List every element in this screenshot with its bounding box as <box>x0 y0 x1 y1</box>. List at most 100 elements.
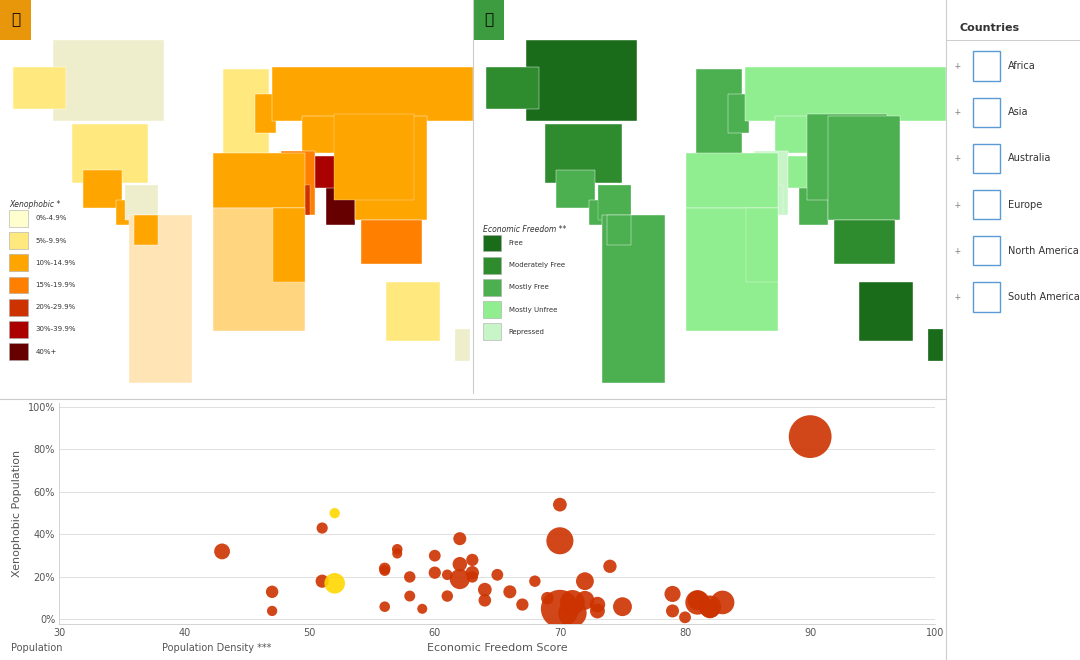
Polygon shape <box>281 160 289 173</box>
Point <box>376 601 393 612</box>
Polygon shape <box>745 67 946 121</box>
FancyBboxPatch shape <box>10 254 28 271</box>
Point <box>501 587 518 597</box>
Polygon shape <box>728 94 750 133</box>
Text: 15%-19.9%: 15%-19.9% <box>36 282 76 288</box>
Point <box>476 584 494 595</box>
Point <box>438 591 456 601</box>
Point <box>701 603 718 614</box>
FancyBboxPatch shape <box>973 190 1000 219</box>
Polygon shape <box>765 185 783 215</box>
FancyBboxPatch shape <box>10 232 28 249</box>
Polygon shape <box>302 116 368 153</box>
Polygon shape <box>486 67 539 109</box>
Text: Moderately Free: Moderately Free <box>509 262 565 268</box>
Point <box>463 572 481 582</box>
Point <box>463 568 481 578</box>
Polygon shape <box>788 156 808 187</box>
Polygon shape <box>828 116 900 220</box>
Point <box>376 563 393 574</box>
Point <box>376 565 393 576</box>
Polygon shape <box>255 94 276 133</box>
Point <box>476 595 494 606</box>
Text: Free: Free <box>509 240 524 246</box>
Text: Racial Tolerance: Racial Tolerance <box>161 11 312 29</box>
Text: +: + <box>954 246 960 256</box>
Polygon shape <box>362 220 422 264</box>
Text: +: + <box>954 153 960 164</box>
X-axis label: Economic Freedom Score: Economic Freedom Score <box>427 644 568 653</box>
Point <box>602 561 619 572</box>
Point <box>488 570 505 580</box>
Text: +: + <box>954 292 960 302</box>
Text: Australia: Australia <box>1008 153 1051 164</box>
Text: Mostly Unfree: Mostly Unfree <box>509 307 557 313</box>
Polygon shape <box>224 69 269 156</box>
Text: Economic Freedom: Economic Freedom <box>621 11 798 29</box>
Point <box>264 587 281 597</box>
FancyBboxPatch shape <box>10 299 28 315</box>
Polygon shape <box>83 170 122 207</box>
Text: South America: South America <box>1008 292 1079 302</box>
Polygon shape <box>686 207 778 331</box>
Polygon shape <box>292 185 310 215</box>
Point <box>701 601 718 612</box>
Polygon shape <box>273 207 305 282</box>
Text: 5%-9.9%: 5%-9.9% <box>36 238 67 244</box>
FancyBboxPatch shape <box>483 279 501 296</box>
FancyBboxPatch shape <box>973 144 1000 173</box>
Text: 🌿: 🌿 <box>11 13 19 27</box>
FancyBboxPatch shape <box>973 98 1000 127</box>
Point <box>577 576 594 587</box>
Polygon shape <box>545 123 621 183</box>
Point <box>264 606 281 616</box>
FancyBboxPatch shape <box>473 0 503 40</box>
Polygon shape <box>354 116 427 220</box>
Point <box>589 599 606 610</box>
Point <box>564 608 581 618</box>
Point <box>801 432 819 442</box>
Polygon shape <box>134 215 158 245</box>
Polygon shape <box>928 329 944 360</box>
Polygon shape <box>213 153 305 207</box>
Point <box>326 578 343 589</box>
Point <box>389 548 406 559</box>
Polygon shape <box>352 180 359 193</box>
Text: Economic Freedom **: Economic Freedom ** <box>483 225 566 234</box>
Polygon shape <box>746 207 778 282</box>
Point <box>463 554 481 565</box>
Polygon shape <box>13 67 66 109</box>
Polygon shape <box>129 215 192 383</box>
Point <box>427 568 444 578</box>
Text: +: + <box>954 107 960 117</box>
Point <box>414 603 431 614</box>
Point <box>551 603 568 614</box>
Polygon shape <box>589 200 608 225</box>
Text: Countries: Countries <box>959 23 1020 33</box>
FancyBboxPatch shape <box>973 51 1000 81</box>
Text: 30%-39.9%: 30%-39.9% <box>36 327 76 333</box>
Y-axis label: Xenophobic Population: Xenophobic Population <box>12 449 23 577</box>
Polygon shape <box>326 158 354 225</box>
FancyBboxPatch shape <box>10 210 28 227</box>
Text: Mostly Free: Mostly Free <box>509 284 549 290</box>
Point <box>313 576 330 587</box>
Text: +: + <box>954 61 960 71</box>
Polygon shape <box>825 180 832 193</box>
Polygon shape <box>53 40 164 121</box>
Text: Population: Population <box>11 644 63 653</box>
Text: 🔗: 🔗 <box>484 13 492 27</box>
Point <box>526 576 543 587</box>
FancyBboxPatch shape <box>483 257 501 274</box>
Point <box>438 570 456 580</box>
FancyBboxPatch shape <box>10 277 28 294</box>
Text: 10%-14.9%: 10%-14.9% <box>36 260 76 266</box>
Point <box>539 593 556 603</box>
Point <box>551 500 568 510</box>
Text: Xenophobic *: Xenophobic * <box>10 200 60 209</box>
Polygon shape <box>607 215 631 245</box>
Point <box>451 574 469 584</box>
Polygon shape <box>686 153 778 207</box>
Point <box>389 544 406 554</box>
Polygon shape <box>697 69 742 156</box>
